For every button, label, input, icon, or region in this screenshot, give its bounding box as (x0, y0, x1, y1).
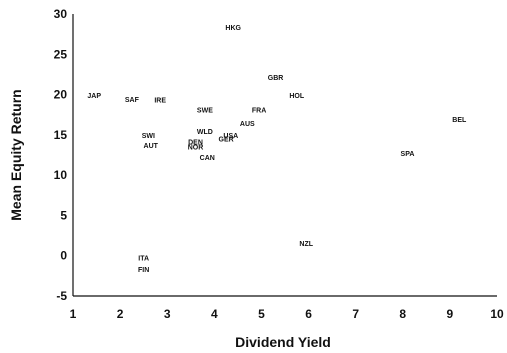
x-tick-label: 3 (164, 307, 171, 321)
x-tick-label: 8 (399, 307, 406, 321)
x-tick-labels: 1 2 3 4 5 6 7 8 9 10 (70, 307, 504, 321)
x-tick-label: 2 (117, 307, 124, 321)
x-tick-label: 4 (211, 307, 218, 321)
x-tick-label: 10 (490, 307, 504, 321)
data-point-ger: GER (219, 136, 234, 143)
y-tick-label: 15 (54, 128, 68, 142)
x-tick-label: 1 (70, 307, 77, 321)
y-tick-label: 5 (60, 208, 67, 222)
y-axis-title: Mean Equity Return (8, 89, 24, 220)
data-point-labels: HKG GBR HOL JAP SAF IRE SWE FRA BEL AUS WLD SWI USAG… (87, 25, 467, 274)
data-point-fin: FIN (138, 267, 149, 274)
data-point-nor: NOR (188, 144, 204, 151)
x-tick-label: 5 (258, 307, 265, 321)
y-tick-label: 0 (60, 249, 67, 263)
data-point-ita: ITA (138, 256, 149, 263)
data-point-gbr: GBR (268, 75, 284, 82)
data-point-can: CAN (200, 155, 215, 162)
x-tick-label: 7 (352, 307, 359, 321)
data-point-aut: AUT (144, 143, 159, 150)
data-point-fra: FRA (252, 107, 266, 114)
x-tick-label: 6 (305, 307, 312, 321)
x-axis-title: Dividend Yield (235, 334, 331, 350)
data-point-aus: AUS (240, 121, 255, 128)
data-point-jap: JAP (87, 93, 101, 100)
data-point-saf: SAF (125, 97, 140, 104)
data-point-nzl: NZL (299, 241, 313, 248)
y-tick-label: 30 (54, 7, 68, 21)
y-tick-label: 20 (54, 88, 68, 102)
data-point-usa: USA (223, 133, 238, 140)
y-tick-label: -5 (56, 289, 67, 303)
x-tick-label: 9 (447, 307, 454, 321)
data-point-swi: SWI (142, 133, 155, 140)
data-point-hkg: HKG (225, 25, 241, 32)
data-point-bel: BEL (452, 117, 467, 124)
data-point-wld: WLD (197, 129, 213, 136)
y-tick-label: 10 (54, 168, 68, 182)
y-tick-labels: 30 25 20 15 10 5 0 -5 (54, 7, 68, 303)
y-tick-label: 25 (54, 47, 68, 61)
data-point-spa: SPA (401, 151, 415, 158)
data-point-hol: HOL (289, 93, 305, 100)
data-point-den: DEN (188, 140, 203, 147)
data-point-swe: SWE (197, 107, 213, 114)
data-point-ire: IRE (154, 98, 166, 105)
